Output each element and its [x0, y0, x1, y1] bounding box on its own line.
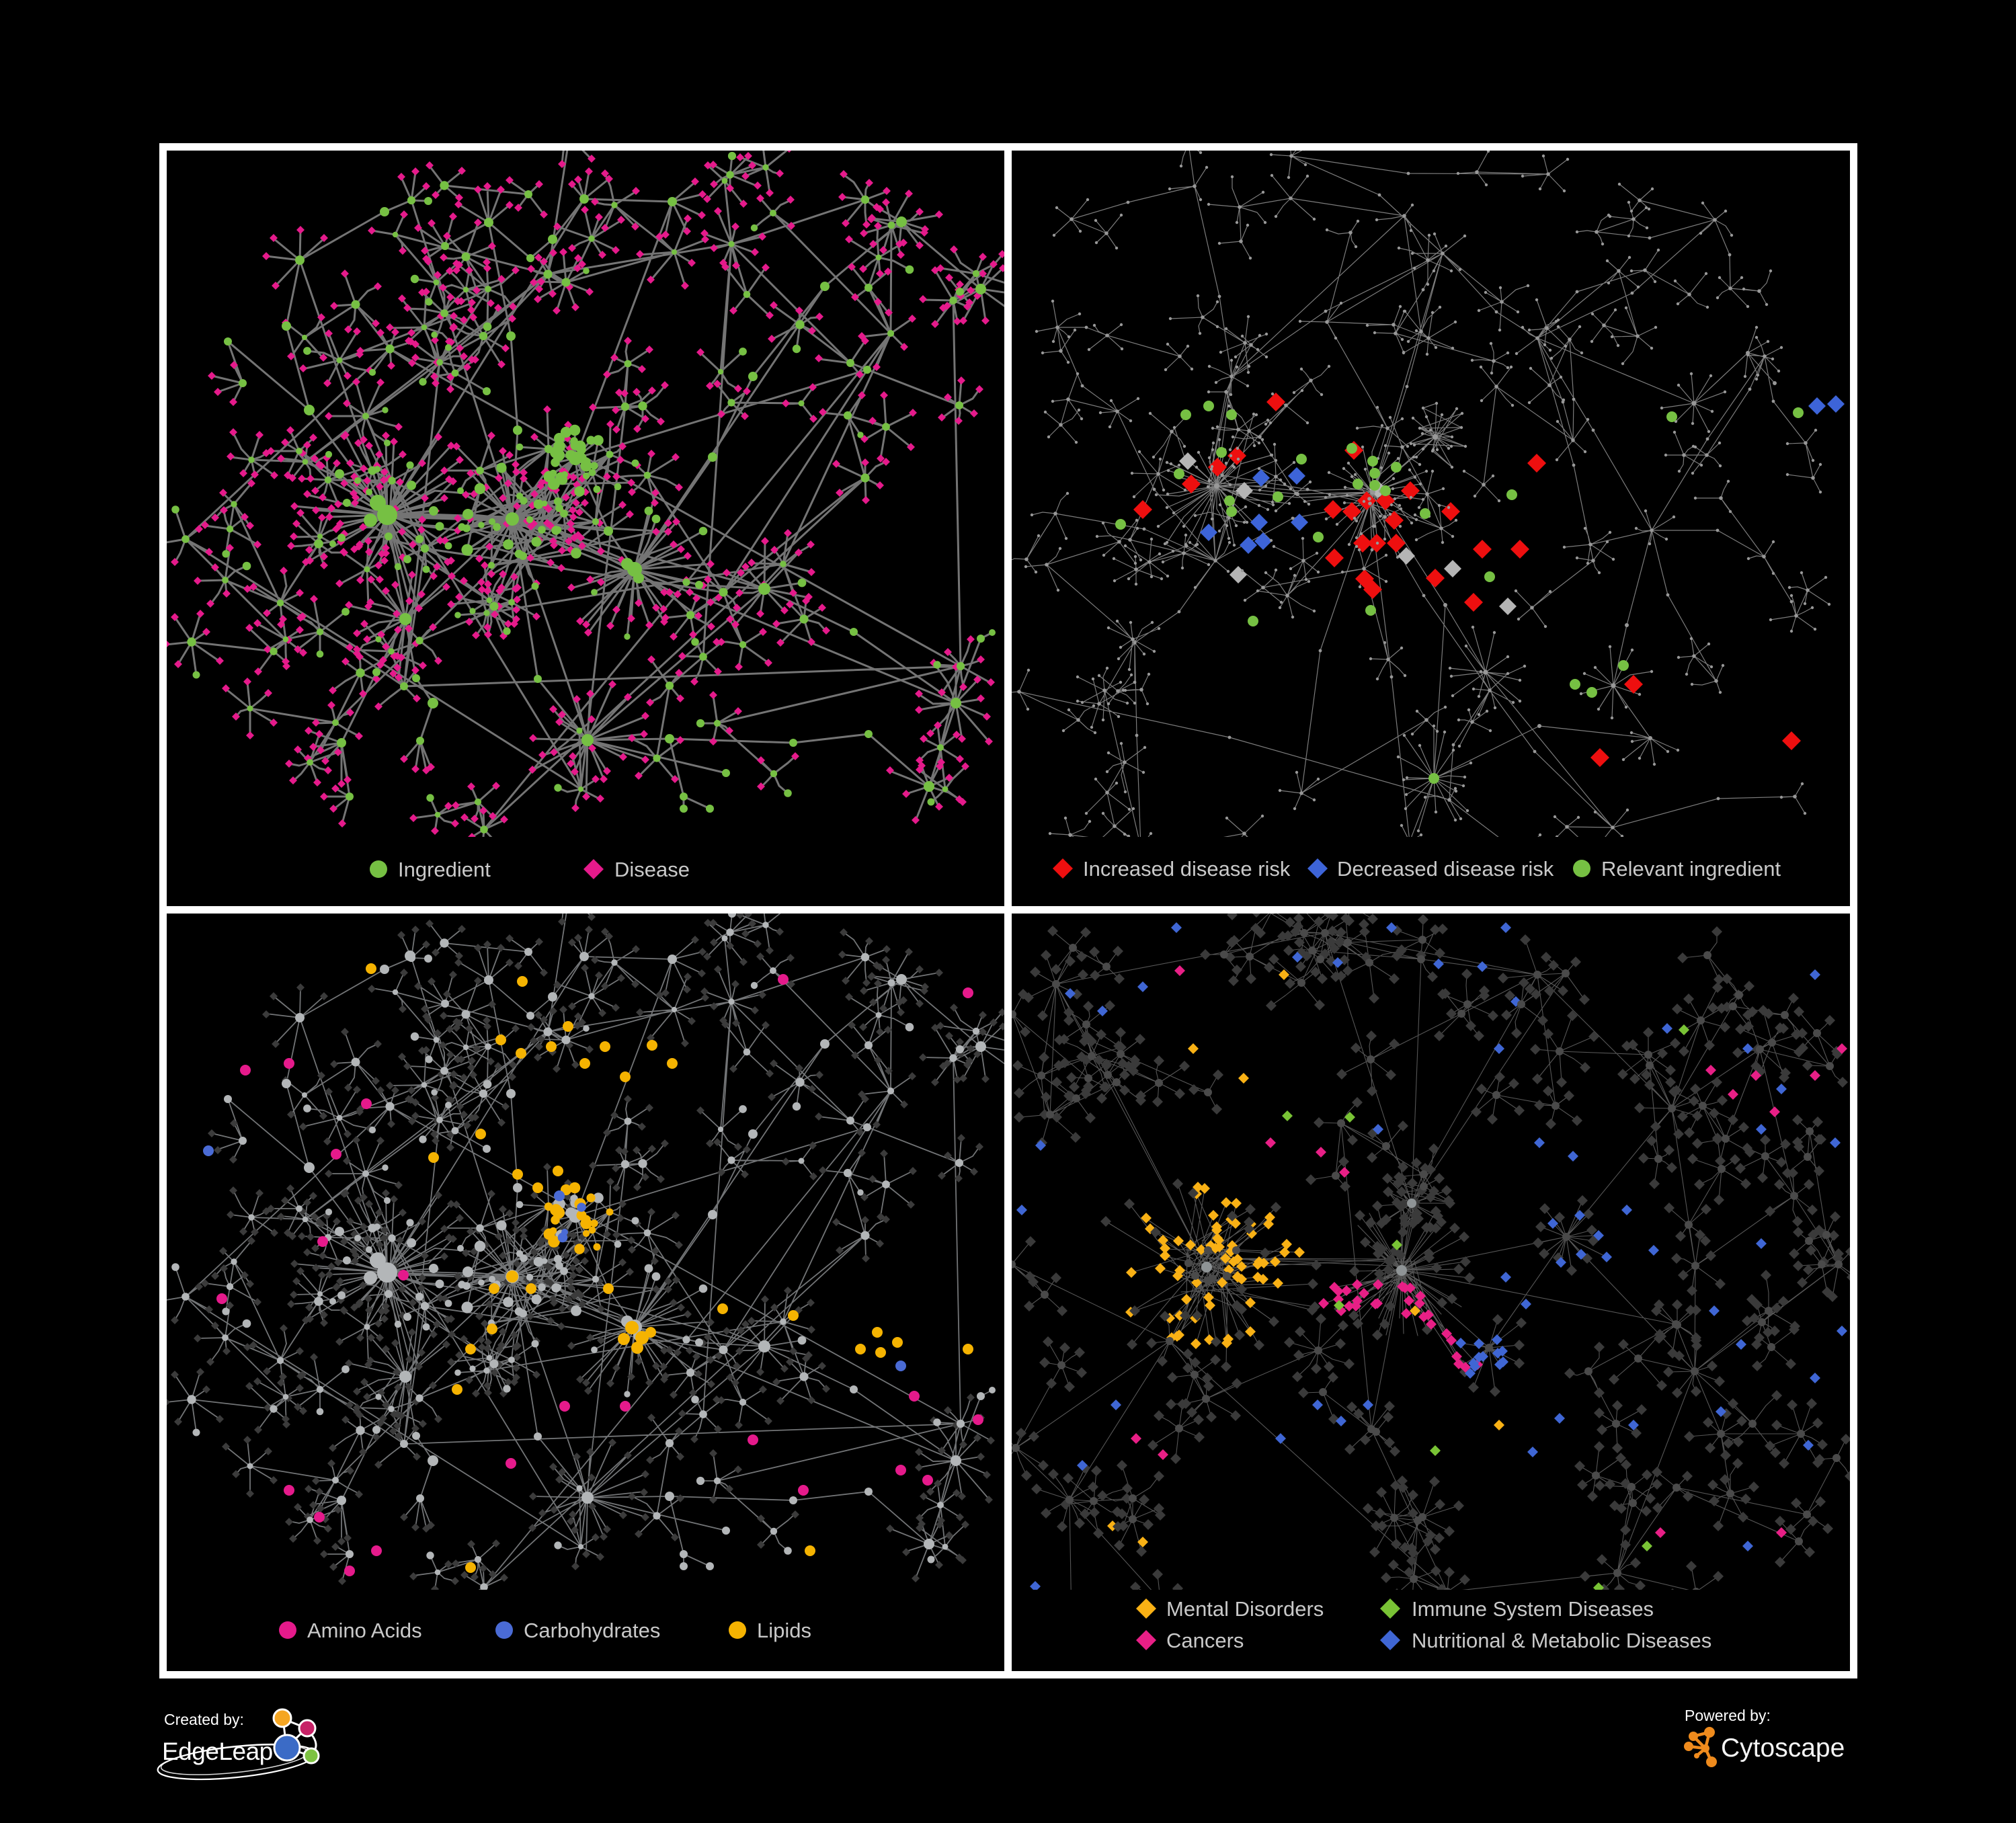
- svg-text:Decreased disease risk: Decreased disease risk: [1337, 857, 1554, 881]
- svg-text:Disease: Disease: [614, 858, 690, 881]
- svg-text:Powered by:: Powered by:: [1685, 1707, 1771, 1724]
- svg-text:Created by:: Created by:: [164, 1711, 244, 1728]
- svg-text:Mental Disorders: Mental Disorders: [1166, 1597, 1324, 1621]
- svg-text:Cytoscape: Cytoscape: [1721, 1734, 1845, 1763]
- svg-text:Carbohydrates: Carbohydrates: [524, 1619, 660, 1642]
- svg-text:Nutritional & Metabolic Diseas: Nutritional & Metabolic Diseases: [1412, 1629, 1711, 1652]
- svg-text:EdgeLeap: EdgeLeap: [162, 1738, 273, 1765]
- svg-text:Increased disease risk: Increased disease risk: [1083, 857, 1291, 881]
- svg-text:Amino Acids: Amino Acids: [307, 1619, 422, 1642]
- svg-text:Ingredient: Ingredient: [398, 858, 491, 881]
- svg-text:Relevant ingredient: Relevant ingredient: [1601, 857, 1781, 881]
- svg-text:Cancers: Cancers: [1166, 1629, 1244, 1652]
- svg-text:Lipids: Lipids: [757, 1619, 811, 1642]
- svg-text:Immune System Diseases: Immune System Diseases: [1412, 1597, 1654, 1621]
